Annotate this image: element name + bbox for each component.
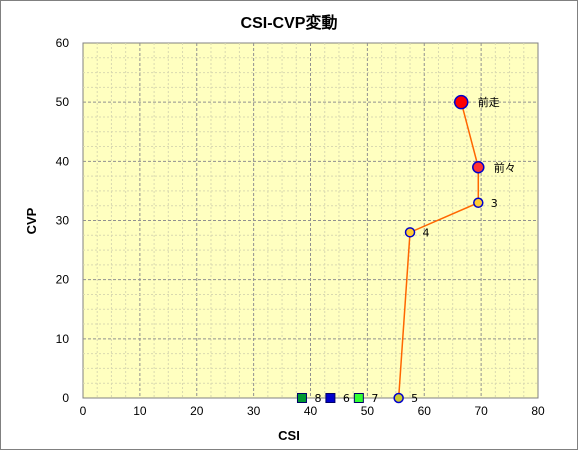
y-axis-title: CVP bbox=[24, 207, 39, 234]
point-marker bbox=[353, 393, 364, 403]
point-marker bbox=[393, 392, 404, 404]
x-tick-label: 70 bbox=[474, 404, 488, 418]
y-tick-labels: 0 10 20 30 40 50 60 bbox=[56, 36, 70, 405]
x-tick-label: 80 bbox=[531, 404, 545, 418]
x-tick-label: 40 bbox=[304, 404, 318, 418]
point-label: 3 bbox=[491, 197, 498, 210]
x-tick-label: 0 bbox=[80, 404, 87, 418]
point-label: 前々 bbox=[494, 160, 516, 174]
x-tick-label: 60 bbox=[418, 404, 432, 418]
point-marker bbox=[472, 161, 485, 174]
x-tick-label: 30 bbox=[247, 404, 261, 418]
y-tick-label: 20 bbox=[56, 273, 70, 287]
point-marker bbox=[473, 197, 484, 208]
point-marker bbox=[296, 393, 307, 403]
point-marker bbox=[404, 227, 416, 238]
point-marker bbox=[453, 94, 469, 110]
y-tick-label: 60 bbox=[56, 36, 70, 50]
y-tick-label: 40 bbox=[56, 154, 70, 168]
y-tick-label: 30 bbox=[56, 214, 70, 228]
point-marker bbox=[325, 393, 336, 403]
chart-title: CSI-CVP変動 bbox=[241, 13, 338, 32]
point-label: 8 bbox=[314, 392, 321, 405]
y-tick-label: 10 bbox=[56, 332, 70, 346]
x-tick-labels: 0 10 20 30 40 50 60 70 80 bbox=[80, 404, 545, 418]
x-tick-label: 50 bbox=[361, 404, 375, 418]
point-label: 6 bbox=[343, 392, 350, 405]
point-label: 4 bbox=[423, 226, 430, 239]
y-tick-label: 50 bbox=[56, 95, 70, 109]
x-tick-label: 10 bbox=[133, 404, 147, 418]
point-label: 前走 bbox=[478, 95, 500, 109]
y-tick-label: 0 bbox=[62, 391, 69, 405]
x-tick-label: 20 bbox=[190, 404, 204, 418]
grid-lines bbox=[83, 43, 538, 398]
point-label: 7 bbox=[371, 392, 378, 405]
point-label: 5 bbox=[411, 392, 418, 405]
x-axis-title: CSI bbox=[278, 428, 300, 443]
